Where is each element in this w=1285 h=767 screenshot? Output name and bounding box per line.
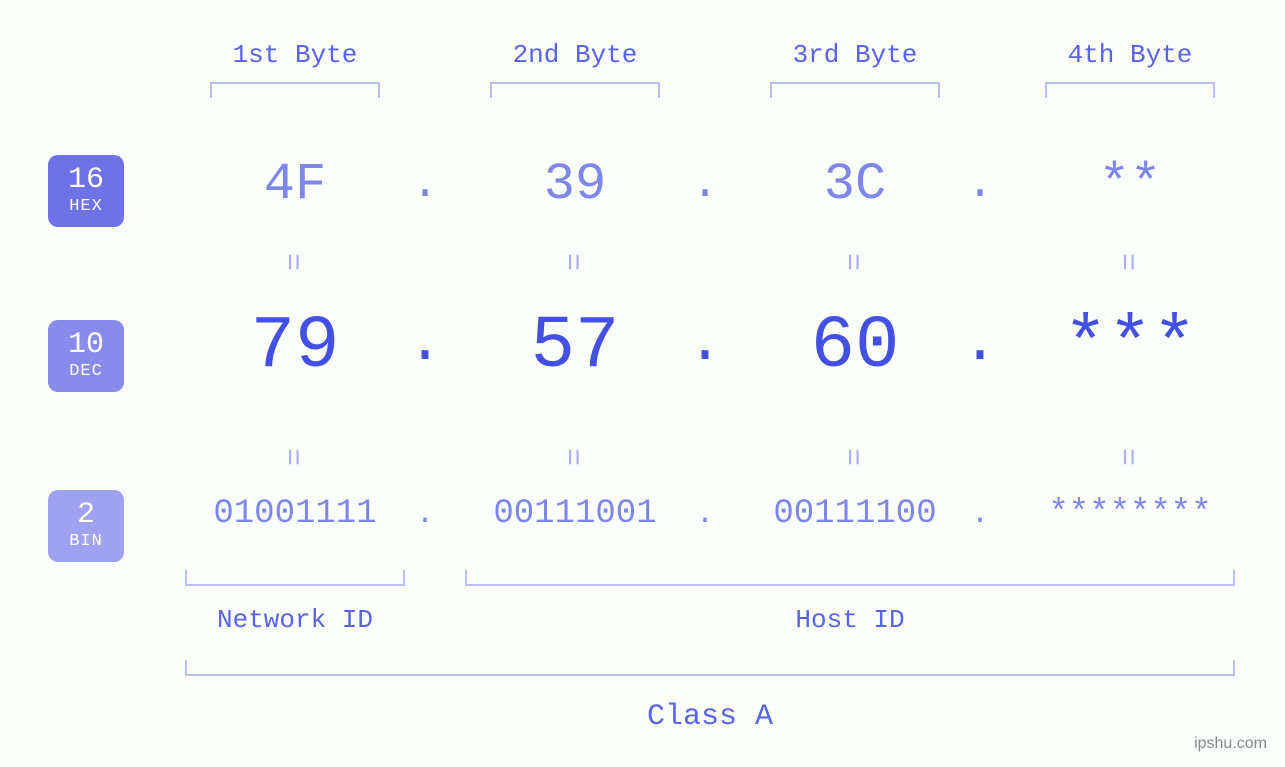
bin-dot-3: . (970, 498, 990, 532)
bracket-host-id (465, 570, 1235, 586)
bin-dot-1: . (415, 498, 435, 532)
eq-2-2: = (554, 448, 588, 466)
label-network-id: Network ID (185, 605, 405, 635)
eq-1-3: = (834, 253, 868, 271)
eq-1-4: = (1109, 253, 1143, 271)
dec-dot-2: . (685, 310, 725, 378)
hex-dot-1: . (410, 158, 440, 210)
badge-hex-num: 16 (68, 164, 104, 197)
badge-bin-name: BIN (69, 532, 103, 552)
top-bracket-1 (210, 82, 380, 98)
top-bracket-2 (490, 82, 660, 98)
hex-byte-3: 3C (740, 155, 970, 214)
eq-1-1: = (274, 253, 308, 271)
hex-dot-3: . (965, 158, 995, 210)
bin-dot-2: . (695, 498, 715, 532)
dec-dot-3: . (960, 310, 1000, 378)
badge-bin: 2 BIN (48, 490, 124, 562)
top-bracket-3 (770, 82, 940, 98)
bracket-network-id (185, 570, 405, 586)
bin-byte-1: 01001111 (160, 495, 430, 533)
bin-byte-3: 00111100 (720, 495, 990, 533)
badge-dec-num: 10 (68, 329, 104, 362)
label-class: Class A (185, 700, 1235, 734)
byte-label-3: 3rd Byte (740, 40, 970, 70)
watermark: ipshu.com (1194, 735, 1267, 753)
badge-dec-name: DEC (69, 362, 103, 382)
bracket-class (185, 660, 1235, 676)
eq-2-1: = (274, 448, 308, 466)
dec-byte-2: 57 (460, 305, 690, 389)
dec-byte-1: 79 (180, 305, 410, 389)
dec-dot-1: . (405, 310, 445, 378)
label-host-id: Host ID (465, 605, 1235, 635)
eq-2-4: = (1109, 448, 1143, 466)
badge-hex-name: HEX (69, 197, 103, 217)
bin-byte-2: 00111001 (440, 495, 710, 533)
dec-byte-4: *** (1015, 305, 1245, 389)
byte-label-1: 1st Byte (180, 40, 410, 70)
byte-label-2: 2nd Byte (460, 40, 690, 70)
bin-byte-4: ******** (995, 495, 1265, 533)
hex-byte-2: 39 (460, 155, 690, 214)
badge-dec: 10 DEC (48, 320, 124, 392)
eq-1-2: = (554, 253, 588, 271)
dec-byte-3: 60 (740, 305, 970, 389)
top-bracket-4 (1045, 82, 1215, 98)
badge-hex: 16 HEX (48, 155, 124, 227)
eq-2-3: = (834, 448, 868, 466)
hex-byte-4: ** (1015, 155, 1245, 214)
hex-dot-2: . (690, 158, 720, 210)
badge-bin-num: 2 (77, 499, 95, 532)
ip-diagram: 16 HEX 10 DEC 2 BIN 1st Byte 2nd Byte 3r… (0, 0, 1285, 767)
hex-byte-1: 4F (180, 155, 410, 214)
byte-label-4: 4th Byte (1015, 40, 1245, 70)
